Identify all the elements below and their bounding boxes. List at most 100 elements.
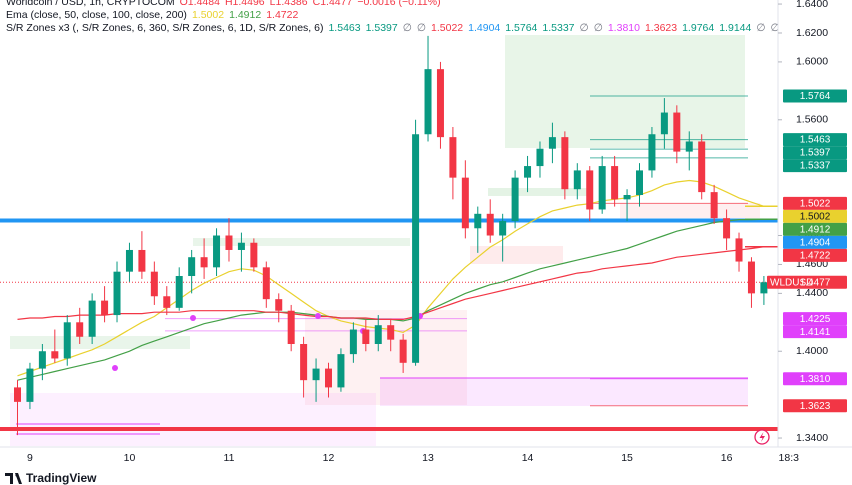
symbol-title: Worldcoin / USD, 1h, CRYPTOCOM [6,0,175,8]
brand-logo[interactable] [5,473,22,484]
candle-body [698,141,706,193]
price-badge: 1.5764 [783,89,847,103]
ema-line [17,246,764,320]
price-badge: 1.3623 [783,399,847,413]
candle-body [486,213,494,236]
badge-label: 1.4477 [800,277,831,288]
zone [193,238,410,246]
alert-bolt[interactable] [759,432,766,442]
badge-bg [783,312,847,326]
candle-body [760,282,768,294]
price-badge: 1.4904 [783,235,847,249]
header-line: Worldcoin / USD, 1h, CRYPTOCOM O1.4484 H1.… [6,0,441,8]
candle-body [747,261,755,294]
candle-body [275,299,283,311]
badge-bg [767,275,847,289]
indicator-value: 1.5002 [192,9,224,21]
candle-body [300,344,308,381]
candle-body [38,351,46,369]
candle-body [735,238,743,262]
badge-bg [783,222,847,236]
indicator-value: 1.3810 [608,22,640,34]
candle-body [474,213,482,229]
candle-body [188,257,196,277]
ohlc-value: H1.4496 [225,0,265,8]
zone [305,310,467,405]
candle-body [125,249,133,272]
zone [620,203,760,218]
badge-bg [783,235,847,249]
candle-body [113,271,121,316]
badge-bg [783,146,847,160]
indicator-value: 1.3623 [645,22,677,34]
badge-bg [783,89,847,103]
indicator-name: S/R Zones x3 (, S/R Zones, 6, 360, S/R Z… [6,22,323,34]
y-tick-label: 1.6200 [796,27,828,39]
badge-label: 1.5022 [800,199,831,210]
x-tick-label: 11 [224,452,235,464]
candle-body [262,267,270,300]
y-tick-label: 1.6400 [796,0,828,10]
zones [0,35,778,446]
price-badge: 1.5337 [783,159,847,173]
indicator-value: ∅ [756,22,765,34]
indicator-value: 1.5463 [328,22,360,34]
x-tick-label: 12 [323,452,335,464]
candle-body [399,339,407,363]
candle-body [524,166,532,178]
candle-body [163,296,171,308]
indicator-value: 1.5022 [431,22,463,34]
badge-bg [783,133,847,147]
indicator-value: ∅ [771,22,780,34]
candle-body [598,166,606,210]
alert-icon[interactable] [754,429,770,445]
indicator-value: 1.4912 [229,9,261,21]
candle-body [337,354,345,388]
badge-label: 1.5337 [800,161,831,172]
ohlc-value: C1.4477 [313,0,353,8]
badge-bg [783,399,847,413]
indicator-value: 1.9144 [719,22,751,34]
ohlc-value: L1.4386 [270,0,308,8]
candle-body [51,351,59,359]
candle-body [237,242,245,250]
badge-label: 1.3623 [800,401,831,412]
brand-logo-dot[interactable] [15,473,19,477]
candle-body [175,276,183,308]
badge-bg [783,325,847,339]
candle-body [424,69,432,135]
y-tick-label: 1.6000 [796,56,828,68]
candle-body [312,368,320,381]
indicator-value: 1.5337 [542,22,574,34]
x-tick-label: 15 [621,452,633,464]
candle-body [76,322,84,337]
cross-dot [112,365,118,371]
indicator-name: Ema (close, 50, close, 100, close, 200) [6,9,187,21]
candle-body [461,177,469,229]
header-line: S/R Zones x3 (, S/R Zones, 6, 360, S/R Z… [6,22,852,34]
candle-body [673,112,681,152]
brand[interactable]: TradingView [5,471,97,485]
price-badge: 1.5463 [783,133,847,147]
badge-label: 1.3810 [800,374,831,385]
candle-body [412,134,420,363]
badge-bg [783,248,847,262]
brand-name[interactable]: TradingView [26,471,97,485]
badge-bg [783,209,847,223]
candle-body [250,242,258,268]
indicator-value: 1.4904 [468,22,500,34]
candle-body [586,170,594,210]
candle-body [723,218,731,239]
badge-symbol: WLDUSD [770,277,813,288]
badge-label: 1.4912 [800,225,831,236]
x-tick-label: 18:3 [779,452,800,464]
badge-label: 1.5397 [800,148,831,159]
price-badge: 1.5002 [783,209,847,223]
x-tick-label: 9 [27,452,33,464]
header-line: Ema (close, 50, close, 100, close, 200) 1… [6,9,298,21]
y-tick-label: 1.4400 [796,287,828,299]
candle-body [325,368,332,388]
